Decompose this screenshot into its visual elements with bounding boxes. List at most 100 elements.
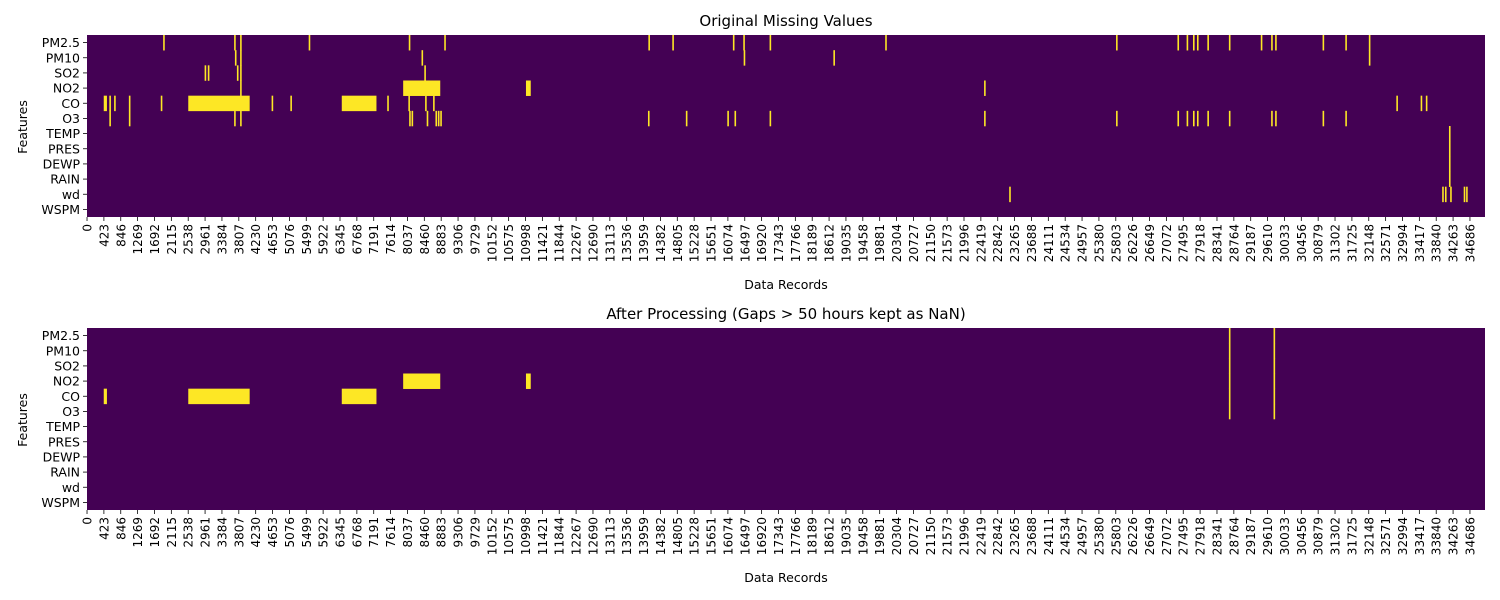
x-tick-label: 16920 bbox=[755, 517, 769, 555]
missing-cell bbox=[1207, 110, 1209, 127]
missing-cell bbox=[743, 50, 746, 66]
x-tick-label: 17766 bbox=[789, 517, 803, 555]
x-tick-label: 25803 bbox=[1109, 517, 1123, 555]
x-tick-label: 423 bbox=[97, 224, 111, 247]
missing-cell bbox=[424, 65, 426, 81]
x-tick-label: 26649 bbox=[1143, 517, 1157, 555]
x-tick-label: 30879 bbox=[1312, 224, 1326, 262]
x-tick-label: 11844 bbox=[553, 517, 567, 555]
x-tick-label: 3807 bbox=[232, 517, 246, 548]
x-tick-label: 20727 bbox=[907, 517, 921, 555]
x-tick-label: 18189 bbox=[806, 517, 820, 555]
x-tick-label: 7191 bbox=[367, 224, 381, 255]
missing-cell bbox=[437, 110, 440, 127]
missing-cell bbox=[128, 110, 131, 127]
missing-cell bbox=[1322, 110, 1325, 127]
y-tick-label: wd bbox=[62, 480, 80, 495]
x-tick-label: 30033 bbox=[1278, 517, 1292, 555]
processed-missing-heatmap: After Processing (Gaps > 50 hours kept a… bbox=[15, 305, 1485, 585]
x-tick-label: 31302 bbox=[1329, 224, 1343, 262]
y-tick-labels: PM2.5PM10SO2NO2COO3TEMPPRESDEWPRAINwdWSP… bbox=[41, 35, 87, 217]
x-tick-label: 14805 bbox=[671, 517, 685, 555]
x-tick-label: 0 bbox=[81, 517, 95, 525]
x-tick-label: 13959 bbox=[637, 517, 651, 555]
x-tick-label: 1269 bbox=[131, 224, 145, 255]
x-tick-label: 16497 bbox=[738, 517, 752, 555]
x-tick-label: 18189 bbox=[806, 224, 820, 262]
x-tick-label: 846 bbox=[114, 224, 128, 247]
x-tick-label: 8460 bbox=[418, 517, 432, 548]
missing-cell bbox=[1009, 186, 1011, 203]
x-tick-label: 25803 bbox=[1109, 224, 1123, 262]
missing-cell bbox=[440, 110, 442, 127]
missing-cell bbox=[1177, 110, 1180, 127]
missing-cell bbox=[1271, 35, 1273, 51]
x-tick-label: 30033 bbox=[1278, 224, 1292, 262]
missing-cell bbox=[433, 95, 435, 112]
missing-cell bbox=[1368, 50, 1371, 66]
missing-cell bbox=[1196, 110, 1199, 127]
x-tick-label: 12690 bbox=[586, 224, 600, 262]
x-tick-label: 21996 bbox=[958, 224, 972, 262]
x-tick-label: 25380 bbox=[1092, 517, 1106, 555]
heatmap-background bbox=[87, 35, 1485, 217]
x-tick-label: 30456 bbox=[1295, 517, 1309, 555]
missing-cell bbox=[290, 95, 292, 112]
x-tick-label: 13536 bbox=[620, 224, 634, 262]
missing-cell bbox=[240, 65, 242, 81]
x-tick-label: 15651 bbox=[705, 224, 719, 262]
x-tick-label: 21573 bbox=[941, 224, 955, 262]
missing-cell bbox=[1228, 388, 1231, 405]
x-tick-label: 11421 bbox=[536, 517, 550, 555]
x-tick-label: 31302 bbox=[1329, 517, 1343, 555]
x-tick-label: 34263 bbox=[1447, 517, 1461, 555]
y-tick-label: WSPM bbox=[41, 495, 80, 510]
x-tick-label: 19035 bbox=[839, 224, 853, 262]
x-tick-label: 23688 bbox=[1025, 517, 1039, 555]
missing-cell bbox=[408, 95, 410, 112]
x-tick-label: 29187 bbox=[1244, 517, 1258, 555]
missing-cell bbox=[1228, 343, 1231, 359]
x-tick-label: 24111 bbox=[1042, 224, 1056, 262]
x-tick-label: 8037 bbox=[401, 517, 415, 548]
x-axis-label: Data Records bbox=[744, 570, 828, 585]
y-tick-label: PM2.5 bbox=[42, 35, 80, 50]
y-tick-label: PRES bbox=[48, 434, 80, 449]
x-tick-label: 26649 bbox=[1143, 224, 1157, 262]
y-tick-label: NO2 bbox=[53, 81, 80, 96]
missing-cell bbox=[1116, 110, 1118, 127]
x-tick-label: 32148 bbox=[1362, 517, 1376, 555]
x-tick-label: 10575 bbox=[502, 224, 516, 262]
x-tick-label: 32994 bbox=[1396, 517, 1410, 555]
missing-cell bbox=[1466, 186, 1468, 203]
missing-cell bbox=[734, 110, 737, 127]
missing-cell bbox=[1448, 171, 1451, 187]
missing-cell bbox=[984, 110, 986, 127]
x-tick-label: 15228 bbox=[688, 224, 702, 262]
x-tick-label: 1692 bbox=[148, 517, 162, 548]
missing-cell bbox=[240, 50, 242, 66]
missing-cell bbox=[240, 80, 242, 96]
x-tick-label: 4230 bbox=[249, 224, 263, 255]
missing-cell bbox=[425, 95, 427, 112]
x-tick-label: 30456 bbox=[1295, 224, 1309, 262]
x-tick-label: 9729 bbox=[468, 517, 482, 548]
x-tick-label: 27495 bbox=[1177, 517, 1191, 555]
missing-cell bbox=[444, 35, 446, 51]
x-tick-label: 19035 bbox=[839, 517, 853, 555]
missing-cell bbox=[1345, 35, 1347, 51]
x-tick-label: 10152 bbox=[485, 224, 499, 262]
x-tick-label: 32571 bbox=[1379, 517, 1393, 555]
x-tick-label: 17343 bbox=[772, 517, 786, 555]
x-tick-label: 18612 bbox=[823, 224, 837, 262]
missing-cell bbox=[1228, 403, 1231, 420]
heatmap-background bbox=[87, 328, 1485, 510]
missing-cell bbox=[1228, 358, 1231, 374]
x-tick-label: 21150 bbox=[924, 224, 938, 262]
missing-cell bbox=[672, 35, 674, 51]
x-tick-label: 5076 bbox=[283, 224, 297, 255]
missing-cell bbox=[341, 95, 377, 112]
x-tick-label: 5922 bbox=[317, 224, 331, 255]
missing-cell bbox=[408, 35, 411, 51]
y-tick-label: PRES bbox=[48, 141, 80, 156]
